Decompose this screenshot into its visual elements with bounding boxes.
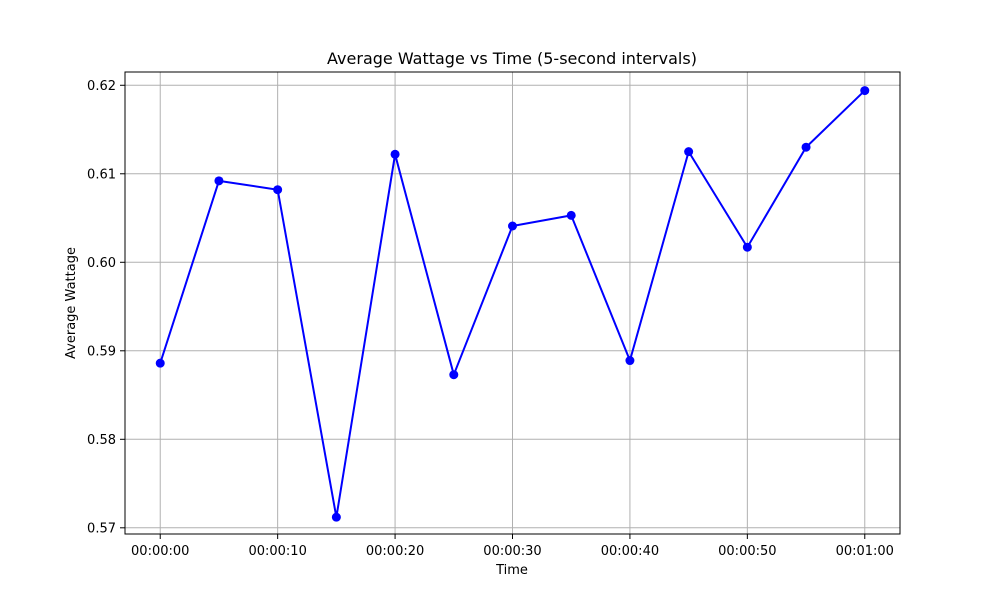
y-tick-label: 0.60 <box>87 256 116 271</box>
y-tick-label: 0.58 <box>87 433 116 448</box>
x-tick-label: 00:00:40 <box>601 544 659 559</box>
grid <box>125 72 900 534</box>
x-tick-label: 00:00:00 <box>131 544 189 559</box>
x-tick-label: 00:01:00 <box>836 544 894 559</box>
data-point <box>625 356 635 366</box>
x-axis-label: Time <box>495 563 528 578</box>
data-point <box>331 512 341 522</box>
y-tick-label: 0.59 <box>87 344 116 359</box>
y-tick-label: 0.57 <box>87 521 116 536</box>
y-tick-label: 0.62 <box>87 79 116 94</box>
y-axis-label: Average Wattage <box>64 247 79 359</box>
data-point <box>566 210 576 220</box>
series-layer <box>155 86 870 522</box>
data-point <box>155 358 165 368</box>
data-point <box>508 221 517 231</box>
chart-title: Average Wattage vs Time (5-second interv… <box>327 49 697 68</box>
data-point <box>801 142 811 152</box>
data-point <box>390 149 400 159</box>
y-tick-label: 0.61 <box>87 167 116 182</box>
data-point <box>214 176 224 186</box>
axis-ticks: 00:00:00 00:00:10 00:00:20 00:00:30 00:00:40… <box>87 79 894 559</box>
x-tick-label: 00:00:20 <box>366 544 424 559</box>
data-point <box>860 86 870 96</box>
data-point <box>449 370 459 380</box>
data-point <box>742 242 752 252</box>
data-point <box>273 185 283 195</box>
x-tick-label: 00:00:50 <box>718 544 776 559</box>
x-tick-label: 00:00:30 <box>483 544 541 559</box>
x-tick-label: 00:00:10 <box>248 544 306 559</box>
data-point <box>684 147 694 157</box>
